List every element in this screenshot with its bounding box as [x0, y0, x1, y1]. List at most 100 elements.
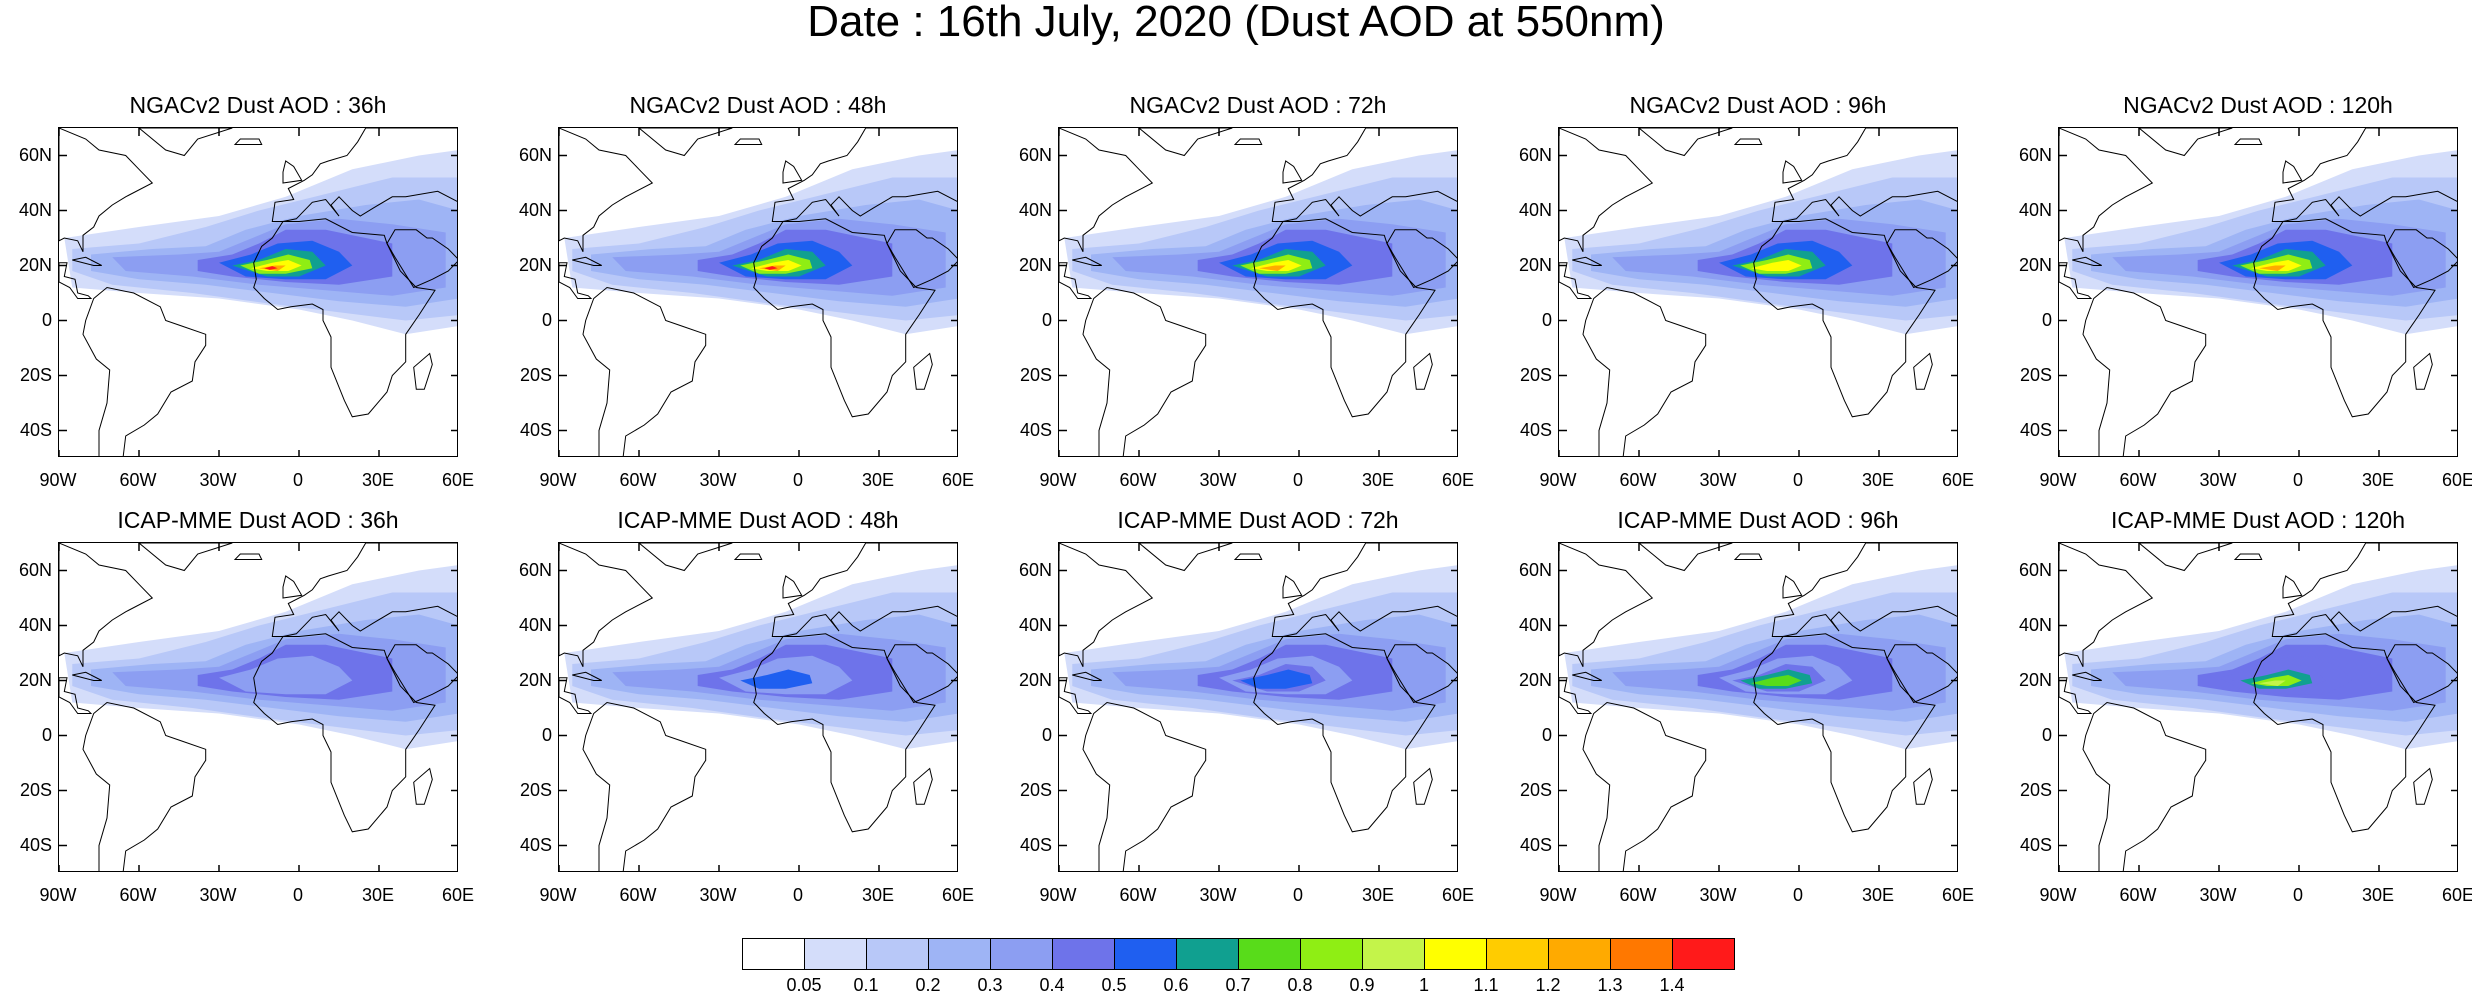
coastline-greenland [138, 543, 233, 572]
lat-label: 40N [1518, 199, 1552, 220]
coastline-iceland [733, 138, 763, 145]
coastline-arabia [1886, 644, 1957, 704]
tick-marks [559, 128, 957, 456]
coastline-north-america [559, 128, 654, 253]
map-panel: ICAP-MME Dust AOD : 120h 60N 40N 20N 0 20S 40S… [2019, 507, 2472, 904]
coastline-uk [2282, 160, 2303, 184]
lat-label: 40N [18, 199, 52, 220]
coastline-arabia [2386, 229, 2457, 289]
lat-label: 20N [2018, 254, 2052, 275]
coastline-madagascar [413, 352, 433, 390]
lon-label: 60E [441, 470, 475, 490]
lat-label: 40S [19, 419, 52, 440]
lon-label: 60E [2441, 885, 2472, 905]
panel-title: ICAP-MME Dust AOD : 72h [1117, 507, 1399, 533]
map-canvas [1059, 543, 1457, 871]
lat-label: 0 [1541, 724, 1552, 745]
coastline-greenland [2138, 543, 2233, 572]
lon-label: 60W [2119, 470, 2157, 490]
lon-label: 60E [941, 885, 975, 905]
tick-marks [59, 128, 457, 456]
colorbar-swatch [928, 938, 991, 970]
tick-marks [59, 543, 457, 871]
lon-label: 60E [441, 885, 475, 905]
colorbar-label: 1.2 [1535, 975, 1561, 995]
lat-label: 40N [518, 199, 552, 220]
coastline-central-america [559, 677, 593, 714]
lat-label: 40S [1519, 419, 1552, 440]
lat-label: 60N [2018, 144, 2052, 165]
lon-label: 60W [619, 885, 657, 905]
colorbar-label: 0.8 [1287, 975, 1313, 995]
lat-label: 20S [2019, 779, 2052, 800]
panel-title: NGACv2 Dust AOD : 36h [129, 92, 387, 118]
lon-label: 60W [1619, 470, 1657, 490]
dust-aod-map [58, 127, 458, 457]
tick-marks [1059, 128, 1457, 456]
coastline-uk [782, 575, 803, 599]
coastline-europe [771, 543, 957, 637]
colorbar-swatch [1548, 938, 1611, 970]
lat-label: 60N [518, 559, 552, 580]
lon-label: 60W [619, 470, 657, 490]
colorbar-swatch [1424, 938, 1487, 970]
coastline-cuba [2072, 256, 2102, 266]
coastline-europe [1271, 543, 1457, 637]
coastline-greenland [2138, 128, 2233, 157]
lon-label: 90W [1539, 470, 1577, 490]
lat-label: 20N [18, 669, 52, 690]
coastline-europe [271, 543, 457, 637]
dust-field [64, 150, 457, 335]
lon-label: 30W [1699, 885, 1737, 905]
lat-label: 20S [1519, 364, 1552, 385]
coastline-cuba [572, 671, 602, 681]
lat-label: 60N [518, 144, 552, 165]
lon-label: 30W [2199, 470, 2237, 490]
coastline-madagascar [1913, 767, 1933, 805]
coastline-central-america [59, 677, 93, 714]
colorbar-swatch [742, 938, 805, 970]
lon-label: 0 [792, 470, 803, 490]
colorbar-label: 1.4 [1659, 975, 1685, 995]
coastline-uk [1782, 575, 1803, 599]
dust-contour [2259, 265, 2286, 271]
coastline-arabia [1386, 229, 1457, 289]
coastline-arabia [386, 644, 457, 704]
dust-contour [1240, 669, 1313, 689]
coastline-south-america [1082, 286, 1207, 456]
coastline-iceland [2233, 138, 2263, 145]
lon-label: 90W [39, 470, 77, 490]
coastline-africa [253, 633, 436, 833]
coastline-greenland [638, 543, 733, 572]
lat-label: 60N [1018, 559, 1052, 580]
lat-label: 20N [2018, 669, 2052, 690]
coastline-arabia [1886, 229, 1957, 289]
coastline-north-america [1059, 128, 1154, 253]
tick-marks [1559, 543, 1957, 871]
lon-label: 30E [861, 885, 895, 905]
lat-label: 40S [1519, 834, 1552, 855]
colorbar-swatch [1610, 938, 1673, 970]
lon-label: 90W [1039, 470, 1077, 490]
map-panel: ICAP-MME Dust AOD : 72h 60N 40N 20N 0 20S 40S 9… [1019, 507, 1474, 904]
lon-label: 30E [1361, 470, 1395, 490]
coastlines [2059, 128, 2457, 456]
coastline-iceland [2233, 553, 2263, 560]
dust-aod-map [1058, 127, 1458, 457]
lat-label: 40N [518, 614, 552, 635]
lon-label: 60W [2119, 885, 2157, 905]
coastline-iceland [1233, 138, 1263, 145]
coastline-greenland [1638, 128, 1733, 157]
lat-label: 0 [41, 309, 52, 330]
lon-label: 60W [119, 885, 157, 905]
coastline-africa [1253, 218, 1436, 418]
lat-label: 0 [2041, 309, 2052, 330]
map-canvas [1559, 543, 1957, 871]
coastline-central-america [1559, 262, 1593, 299]
colorbar-label: 0.5 [1101, 975, 1127, 995]
coastline-madagascar [913, 767, 933, 805]
dust-field [1064, 565, 1457, 750]
dust-aod-map [2058, 542, 2458, 872]
coastline-central-america [1059, 677, 1093, 714]
panel-title: NGACv2 Dust AOD : 72h [1129, 92, 1387, 118]
